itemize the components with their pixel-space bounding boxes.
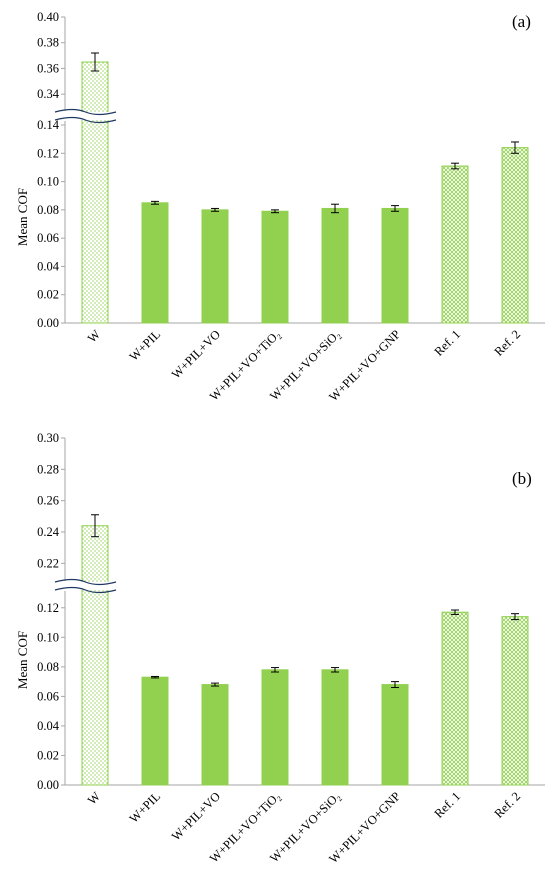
bar [321, 207, 349, 324]
y-tick-label: 0.22 [37, 556, 59, 570]
y-tick-label: 0.06 [37, 689, 59, 703]
bar [441, 165, 469, 324]
y-tick-label: 0.24 [37, 525, 60, 539]
bar [201, 209, 229, 324]
y-tick-label: 0.04 [37, 719, 60, 733]
y-tick-label: 0.36 [37, 61, 59, 75]
y-tick-label: 0.26 [37, 494, 59, 508]
axis-break-line [54, 116, 117, 124]
bar [141, 676, 169, 786]
y-tick-label: 0.04 [37, 259, 60, 273]
bar [381, 684, 409, 786]
y-tick-label: 0.02 [37, 748, 59, 762]
y-tick-label: 0.14 [37, 118, 60, 132]
y-tick-label: 0.02 [37, 288, 59, 302]
y-tick-label: 0.10 [37, 630, 59, 644]
x-tick-label: W+PIL+VO [169, 327, 223, 381]
axis-break-gap [59, 582, 114, 590]
y-tick-label: 0.28 [37, 462, 59, 476]
y-tick-label: 0.12 [37, 601, 59, 615]
bar [201, 684, 229, 786]
bar [441, 611, 469, 786]
bar [81, 525, 109, 786]
x-tick-label: W [85, 789, 103, 807]
bar [261, 210, 289, 324]
x-tick-label: W+PIL [127, 327, 163, 363]
x-tick-label: Ref. 1 [432, 789, 464, 821]
bar [141, 202, 169, 324]
axis-break-line [54, 586, 117, 594]
panel-label: (a) [512, 12, 531, 31]
y-tick-label: 0.10 [37, 175, 59, 189]
x-tick-label: Ref. 1 [432, 327, 464, 359]
bar [501, 147, 529, 324]
axis-break-gap [59, 112, 114, 120]
y-tick-label: 0.12 [37, 146, 59, 160]
bar [321, 669, 349, 786]
y-tick-label: 0.00 [37, 316, 59, 330]
y-axis-label: Mean COF [15, 631, 30, 689]
y-tick-label: 0.38 [37, 36, 59, 50]
y-tick-label: 0.40 [37, 10, 59, 24]
y-tick-label: 0.06 [37, 231, 59, 245]
x-tick-label: W+PIL [127, 789, 163, 825]
x-tick-label: Ref. 2 [492, 789, 524, 821]
y-tick-label: 0.30 [37, 431, 59, 445]
chart-panel-b: (b) Mean COF 0.00 0.02 0.04 0.06 0.08 0.10 0.1… [15, 431, 545, 866]
bar [501, 616, 529, 786]
y-tick-label: 0.00 [37, 778, 59, 792]
axis-break-line [54, 578, 117, 586]
bar [381, 207, 409, 324]
chart-panel-a: (a) Mean COF 0.00 0.02 0.04 0.06 0.08 0.10 0.1… [15, 10, 545, 404]
x-tick-label: W [85, 327, 103, 345]
y-tick-label: 0.08 [37, 660, 59, 674]
y-tick-label: 0.08 [37, 203, 59, 217]
bar [261, 669, 289, 786]
y-axis-label: Mean COF [15, 188, 30, 246]
axis-break-line [54, 108, 117, 116]
bar [81, 61, 109, 324]
x-tick-label: Ref. 2 [492, 327, 524, 359]
y-tick-label: 0.34 [37, 87, 60, 101]
panel-label: (b) [512, 469, 532, 488]
x-tick-label: W+PIL+VO [169, 789, 223, 843]
